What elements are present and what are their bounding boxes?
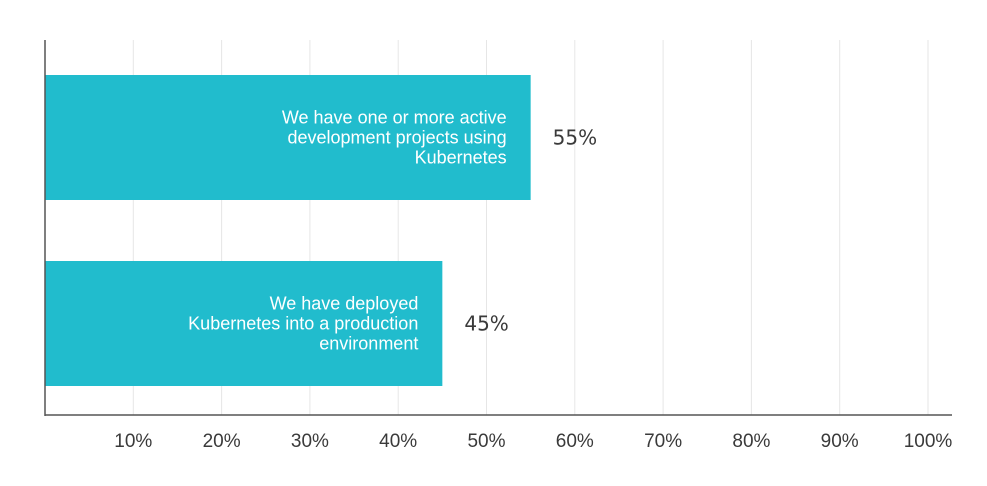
bar-2-value-label: 45% xyxy=(464,312,508,336)
bar-1-category-label: We have one or more active development pr… xyxy=(282,108,507,168)
bar-1-category-line-3: Kubernetes xyxy=(415,148,507,168)
bar-1-category-line-1: We have one or more active xyxy=(282,108,507,128)
x-tick-label-50: 50% xyxy=(467,431,505,452)
bars-layer xyxy=(45,75,531,386)
x-tick-label-40: 40% xyxy=(379,431,417,452)
bar-labels-layer: We have one or more active development pr… xyxy=(188,108,597,354)
bar-2-category-line-2: Kubernetes into a production xyxy=(188,314,418,334)
x-tick-label-80: 80% xyxy=(732,431,770,452)
bar-2-category-line-3: environment xyxy=(319,334,418,354)
bar-1-category-line-2: development projects using xyxy=(288,128,507,148)
bar-2 xyxy=(45,261,443,386)
x-tick-label-100: 100% xyxy=(904,431,953,452)
bar-2-category-line-1: We have deployed xyxy=(270,294,419,314)
bar-1 xyxy=(45,75,531,200)
x-tick-labels: 10% 20% 30% 40% 50% 60% 70% 80% 90% 100% xyxy=(114,431,952,452)
x-tick-label-70: 70% xyxy=(644,431,682,452)
x-tick-label-90: 90% xyxy=(821,431,859,452)
x-tick-label-20: 20% xyxy=(203,431,241,452)
axes-layer xyxy=(44,40,952,416)
bar-2-category-label: We have deployed Kubernetes into a produc… xyxy=(188,294,418,354)
bar-1-value-label: 55% xyxy=(553,126,597,150)
x-tick-label-10: 10% xyxy=(114,431,152,452)
x-tick-label-60: 60% xyxy=(556,431,594,452)
x-tick-label-30: 30% xyxy=(291,431,329,452)
